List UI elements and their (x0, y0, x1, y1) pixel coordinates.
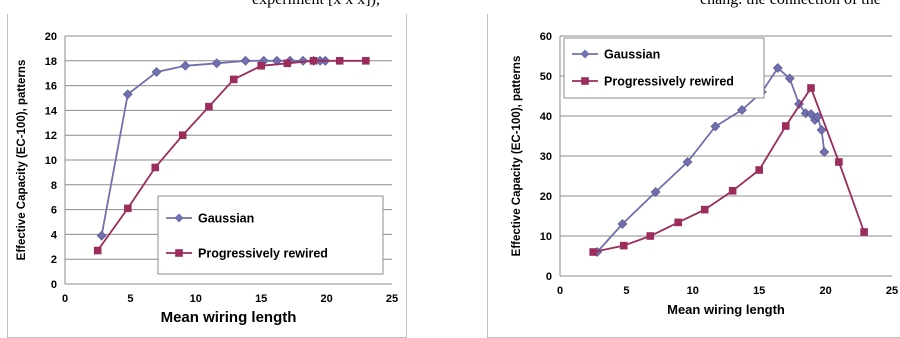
data-point-diamond (784, 73, 795, 84)
y-tick-label: 20 (45, 31, 57, 43)
data-point-square (335, 57, 344, 65)
data-point-square (646, 232, 655, 240)
legend-marker-square (581, 77, 589, 85)
y-tick-label: 2 (51, 254, 57, 266)
chart-svg: 0 10 20 30 40 50 60 0 5 10 15 20 25 Mean wiring lengt… (511, 31, 898, 317)
y-tick-label: 8 (51, 180, 57, 192)
y-tick-label: 12 (45, 130, 57, 142)
data-point-diamond (682, 157, 693, 167)
y-tick-label: 40 (540, 111, 552, 123)
y-tick-label: 50 (540, 71, 552, 83)
data-point-diamond (617, 219, 628, 229)
data-point-square (728, 187, 737, 195)
data-point-square (619, 241, 628, 250)
data-point-square (807, 84, 815, 92)
data-point-diamond (211, 58, 222, 69)
data-point-diamond (819, 147, 830, 157)
x-axis-label: Mean wiring length (667, 302, 785, 317)
x-tick-label: 20 (819, 285, 831, 297)
x-tick-label: 15 (255, 293, 267, 305)
y-axis-label: Effective Capacity (EC-100), patterns (16, 60, 28, 261)
data-point-square (205, 102, 213, 111)
data-point-diamond (122, 89, 133, 100)
legend-box (157, 195, 384, 275)
data-point-square (835, 158, 843, 166)
data-point-square (123, 204, 132, 213)
data-point-diamond (151, 67, 162, 77)
data-point-diamond (650, 187, 661, 197)
data-point-square (151, 163, 160, 172)
y-tick-label: 4 (51, 229, 58, 241)
data-point-square (93, 246, 102, 255)
legend-label: Progressively rewired (604, 75, 734, 89)
data-point-diamond (816, 125, 827, 135)
x-tick-label: 5 (623, 285, 629, 297)
y-tick-label: 0 (51, 279, 57, 291)
data-point-square (860, 228, 868, 236)
data-point-square (178, 131, 187, 139)
legend-label: Gaussian (604, 48, 660, 62)
x-tick-label: 5 (127, 293, 133, 305)
data-point-square (674, 218, 682, 227)
caption-fragment-right: chang. the connection of the (700, 0, 881, 9)
y-tick-label: 14 (45, 105, 58, 117)
y-tick-label: 10 (45, 155, 57, 167)
y-tick-label: 16 (45, 81, 57, 93)
legend-label: Progressively rewired (198, 247, 328, 261)
legend-box (563, 37, 765, 99)
data-point-diamond (271, 55, 282, 66)
data-point-square (283, 59, 292, 68)
y-tick-label: 30 (540, 151, 552, 163)
y-tick-label: 6 (51, 205, 57, 217)
chart-svg: 0 2 4 6 8 10 12 14 16 18 20 0 5 10 15 20 25 Mean wiring l… (16, 31, 398, 326)
data-point-diamond (298, 55, 308, 66)
y-tick-label: 18 (45, 56, 57, 68)
chart-left: 0 2 4 6 8 10 12 14 16 18 20 0 5 10 15 20 25 Mean wiring l… (7, 14, 407, 338)
x-tick-label: 0 (557, 285, 563, 297)
data-point-square (309, 57, 318, 65)
series-line (593, 86, 865, 253)
y-tick-label: 10 (540, 231, 552, 243)
data-point-square (755, 166, 763, 174)
x-tick-label: 10 (687, 285, 699, 297)
x-tick-label: 20 (320, 293, 332, 305)
x-axis-label: Mean wiring length (161, 309, 297, 326)
data-point-square (700, 205, 709, 214)
caption-fragment-left: experiment [x x x]), (252, 0, 380, 9)
data-point-square (229, 75, 238, 84)
legend-marker-diamond (174, 213, 184, 223)
x-tick-label: 10 (190, 293, 202, 305)
x-tick-label: 25 (886, 285, 898, 297)
x-tick-label: 15 (753, 285, 765, 297)
data-point-square (257, 61, 265, 70)
data-point-diamond (806, 109, 816, 119)
legend-label: Gaussian (198, 212, 254, 226)
data-point-square (362, 57, 370, 65)
data-point-diamond (240, 55, 251, 66)
y-tick-label: 60 (540, 31, 552, 43)
data-point-diamond (180, 60, 191, 71)
y-axis-label: Effective Capacity (EC-100), patterns (511, 56, 523, 257)
x-tick-label: 0 (62, 293, 68, 305)
data-point-square (781, 122, 790, 130)
data-point-square (589, 248, 597, 256)
data-point-diamond (772, 63, 783, 73)
y-tick-label: 0 (546, 271, 552, 283)
chart-right: 0 10 20 30 40 50 60 0 5 10 15 20 25 Mean wiring lengt… (487, 14, 900, 338)
data-point-diamond (737, 105, 747, 115)
legend-marker-square (175, 249, 183, 257)
data-point-diamond (710, 121, 721, 132)
legend-marker-diamond (580, 49, 590, 59)
y-tick-label: 20 (540, 191, 552, 203)
data-point-diamond (96, 230, 107, 241)
x-tick-label: 25 (386, 293, 398, 305)
